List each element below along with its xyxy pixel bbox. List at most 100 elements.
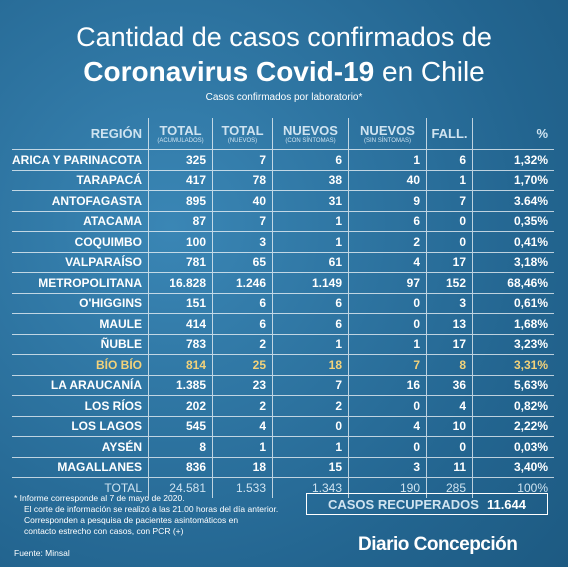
cell: 68,46% xyxy=(472,273,554,293)
cell: 0 xyxy=(348,314,426,334)
table-row: O'HIGGINS 151 6 6 0 3 0,61% xyxy=(12,293,554,314)
title-rest: en Chile xyxy=(382,56,485,87)
cell: 3,23% xyxy=(472,334,554,354)
region-cell: LOS LAGOS xyxy=(71,419,142,434)
cell: 40 xyxy=(348,170,426,190)
header-sublabel: (CON SÍNTOMAS) xyxy=(285,138,336,144)
region-cell: MAGALLANES xyxy=(57,460,142,475)
table-row: TARAPACÁ 417 78 38 40 1 1,70% xyxy=(12,170,554,191)
cell: 0 xyxy=(272,416,348,436)
region-cell: COQUIMBO xyxy=(74,234,142,249)
cell: 1 xyxy=(348,150,426,170)
cell: 783 xyxy=(148,334,212,354)
table-row: LOS LAGOS 545 4 0 4 10 2,22% xyxy=(12,416,554,437)
cell: 151 xyxy=(148,293,212,313)
region-cell: METROPOLITANA xyxy=(38,275,142,290)
table-row: VALPARAÍSO 781 65 61 4 17 3,18% xyxy=(12,252,554,273)
cell: 100 xyxy=(148,232,212,252)
cell: 31 xyxy=(272,191,348,211)
cell: 16.828 xyxy=(148,273,212,293)
footnote: Corresponden a pesquisa de pacientes asi… xyxy=(24,515,239,525)
total-label: TOTAL xyxy=(104,480,142,495)
cell: 0,61% xyxy=(472,293,554,313)
cell: 25 xyxy=(212,355,272,375)
cell: 0 xyxy=(426,211,472,231)
table-row: ARICA Y PARINACOTA 325 7 6 1 6 1,32% xyxy=(12,150,554,171)
cell: 1.385 xyxy=(148,375,212,395)
cell: 61 xyxy=(272,252,348,272)
cell: 1 xyxy=(272,334,348,354)
brand: Diario Concepción xyxy=(358,534,518,555)
cell: 18 xyxy=(212,457,272,477)
table-row: LA ARAUCANÍA 1.385 23 7 16 36 5,63% xyxy=(12,375,554,396)
region-cell: TARAPACÁ xyxy=(76,173,142,188)
cell: 5,63% xyxy=(472,375,554,395)
cell: 0,03% xyxy=(472,437,554,457)
recovered-box: CASOS RECUPERADOS 11.644 xyxy=(306,493,548,515)
cell: 17 xyxy=(426,334,472,354)
cell: 65 xyxy=(212,252,272,272)
total-cell: 285 xyxy=(426,478,472,498)
footnote: * Informe corresponde al 7 de mayo de 20… xyxy=(14,493,185,503)
cell: 3 xyxy=(348,457,426,477)
cell: 17 xyxy=(426,252,472,272)
cell: 38 xyxy=(272,170,348,190)
title-bold: Coronavirus Covid-19 xyxy=(83,56,375,87)
cell: 1 xyxy=(272,232,348,252)
header-cell: FALL. xyxy=(426,118,472,149)
cell: 325 xyxy=(148,150,212,170)
title: Cantidad de casos confirmados de xyxy=(76,22,492,52)
header-cell: NUEVOS (SIN SÍNTOMAS) xyxy=(348,118,426,149)
recovered-label: CASOS RECUPERADOS xyxy=(327,496,479,512)
cell: 15 xyxy=(272,457,348,477)
cell: 13 xyxy=(426,314,472,334)
cell: 545 xyxy=(148,416,212,436)
cell: 6 xyxy=(272,314,348,334)
region-cell: ANTOFAGASTA xyxy=(51,193,142,208)
region-cell: MAULE xyxy=(99,316,142,331)
footnotes: * Informe corresponde al 7 de mayo de 20… xyxy=(14,493,278,537)
header-label: NUEVOS xyxy=(283,123,338,138)
cell: 1,68% xyxy=(472,314,554,334)
cell: 2 xyxy=(212,334,272,354)
total-cell: 24.581 xyxy=(148,478,212,498)
cell: 10 xyxy=(426,416,472,436)
cell: 8 xyxy=(148,437,212,457)
cell: 4 xyxy=(348,252,426,272)
title: Coronavirus Covid-19 en Chile xyxy=(0,56,568,88)
cell: 1,32% xyxy=(472,150,554,170)
header-label: FALL. xyxy=(431,126,468,141)
cell: 0 xyxy=(348,437,426,457)
region-cell: BÍO BÍO xyxy=(95,357,142,372)
cell: 1 xyxy=(348,334,426,354)
table-row: AYSÉN 8 1 1 0 0 0,03% xyxy=(12,437,554,458)
cell: 3,40% xyxy=(472,457,554,477)
table-row: COQUIMBO 100 3 1 2 0 0,41% xyxy=(12,232,554,253)
cell: 11 xyxy=(426,457,472,477)
cell: 1 xyxy=(212,437,272,457)
cell: 2,22% xyxy=(472,416,554,436)
table-row: BÍO BÍO 814 25 18 7 8 3,31% xyxy=(12,355,554,376)
cell: 7 xyxy=(426,191,472,211)
cell: 23 xyxy=(212,375,272,395)
cell: 7 xyxy=(348,355,426,375)
cell: 3,31% xyxy=(472,355,554,375)
table-header: REGIÓN TOTAL (ACUMULADOS) TOTAL (NUEVOS) NUEV… xyxy=(12,118,554,150)
cell: 8 xyxy=(426,355,472,375)
cell: 87 xyxy=(148,211,212,231)
cell: 1.149 xyxy=(272,273,348,293)
header-sublabel: (ACUMULADOS) xyxy=(157,138,204,144)
cell: 1 xyxy=(272,437,348,457)
cell: 417 xyxy=(148,170,212,190)
cell: 18 xyxy=(272,355,348,375)
table-row: MAGALLANES 836 18 15 3 11 3,40% xyxy=(12,457,554,478)
total-cell: 1.343 xyxy=(272,478,348,498)
table-row: ATACAMA 87 7 1 6 0 0,35% xyxy=(12,211,554,232)
cell: 3 xyxy=(426,293,472,313)
cell: 781 xyxy=(148,252,212,272)
cell: 1.246 xyxy=(212,273,272,293)
subtitle: Casos confirmados por laboratorio* xyxy=(205,92,363,103)
total-row: TOTAL 24.581 1.533 1.343 190 285 100% xyxy=(12,478,554,498)
cell: 814 xyxy=(148,355,212,375)
